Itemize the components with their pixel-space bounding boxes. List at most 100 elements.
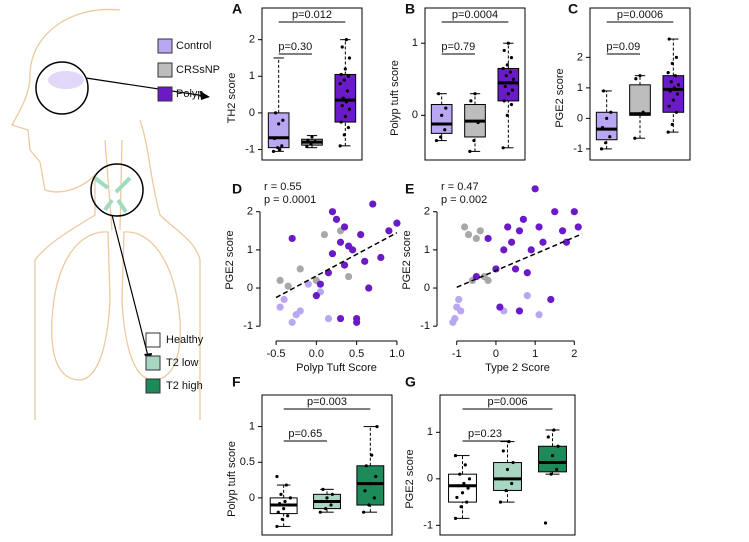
point <box>545 460 549 465</box>
x-tick-label: 0.5 <box>349 348 364 360</box>
point <box>288 234 296 243</box>
point <box>282 507 286 511</box>
point <box>305 144 309 149</box>
point <box>472 272 480 281</box>
point <box>276 146 280 150</box>
point <box>278 147 282 152</box>
p-value: p=0.0004 <box>452 9 498 21</box>
x-axis-label: Polyp Tuft Score <box>296 362 377 374</box>
point <box>343 67 347 71</box>
point <box>343 114 347 119</box>
box <box>448 473 477 503</box>
y-tick-label: 1 <box>424 244 430 256</box>
point <box>523 292 531 300</box>
point <box>511 265 520 273</box>
point <box>330 492 334 496</box>
panel-letter: D <box>232 181 242 197</box>
legend-label: CRSsNP <box>176 64 220 76</box>
point <box>539 238 547 246</box>
y-axis-label: PGE2 score <box>401 230 413 289</box>
point <box>279 492 283 496</box>
point <box>608 135 612 139</box>
point <box>457 307 465 315</box>
point <box>476 120 480 125</box>
legend-label: T2 low <box>166 357 198 369</box>
point <box>369 200 377 208</box>
legend-swatch <box>145 355 161 371</box>
point <box>669 80 673 84</box>
point <box>342 133 346 137</box>
y-tick-label: -1 <box>243 320 253 332</box>
box <box>497 67 520 102</box>
point <box>276 276 284 284</box>
y-tick-label: -1 <box>245 143 255 155</box>
panel-frame <box>424 7 526 161</box>
point <box>601 89 606 93</box>
box <box>356 465 385 506</box>
point <box>321 487 325 491</box>
p-value: p=0.003 <box>307 396 347 408</box>
point <box>344 272 353 281</box>
point <box>549 472 553 476</box>
point <box>340 45 344 49</box>
point <box>674 55 679 59</box>
panel-frame <box>261 394 393 536</box>
point <box>498 500 503 504</box>
y-tick-label: -1 <box>423 519 433 531</box>
point <box>558 227 567 235</box>
panel-letter: F <box>232 374 241 390</box>
legend-swatch <box>145 332 161 348</box>
point <box>465 500 469 504</box>
point <box>276 510 280 514</box>
y-tick-label: 0 <box>247 282 253 294</box>
x-axis-label: Type 2 Score <box>485 362 550 374</box>
point <box>570 208 578 216</box>
point <box>349 246 357 254</box>
point <box>506 41 510 45</box>
point <box>280 517 284 521</box>
y-tick-label: 0 <box>249 107 255 119</box>
box <box>662 75 685 113</box>
panel-frame <box>439 394 576 536</box>
p-value: p=0.09 <box>606 41 640 53</box>
p-value: p=0.65 <box>288 428 322 440</box>
point <box>304 280 312 288</box>
point <box>509 102 514 107</box>
point <box>605 116 609 120</box>
y-axis-label: PGE2 score <box>404 449 416 508</box>
point <box>273 111 278 115</box>
point <box>342 78 346 82</box>
point <box>453 453 458 458</box>
point <box>328 208 337 216</box>
point <box>506 92 510 96</box>
point <box>345 89 349 93</box>
point <box>361 257 369 265</box>
point <box>459 505 463 509</box>
point <box>284 483 288 487</box>
point <box>338 82 342 86</box>
annotation: p = 0.0001 <box>264 194 316 206</box>
y-axis-label: PGE2 score <box>554 68 566 127</box>
point <box>338 144 342 148</box>
point <box>599 147 604 151</box>
box <box>595 111 618 141</box>
panel-letter: A <box>232 1 242 17</box>
point <box>329 503 333 507</box>
point <box>676 83 681 87</box>
y-axis-label: Polyp tuft score <box>226 441 238 517</box>
point <box>435 122 440 126</box>
point <box>509 56 514 60</box>
point <box>436 92 441 96</box>
p-value: p=0.23 <box>468 428 502 440</box>
point <box>306 138 310 142</box>
point <box>466 486 470 490</box>
panel-letter: G <box>405 374 416 390</box>
point <box>275 474 279 479</box>
point <box>670 122 674 127</box>
point <box>531 185 539 193</box>
legend-swatch <box>145 378 161 394</box>
point <box>374 474 378 479</box>
point <box>271 149 276 153</box>
fit-line <box>456 233 583 288</box>
